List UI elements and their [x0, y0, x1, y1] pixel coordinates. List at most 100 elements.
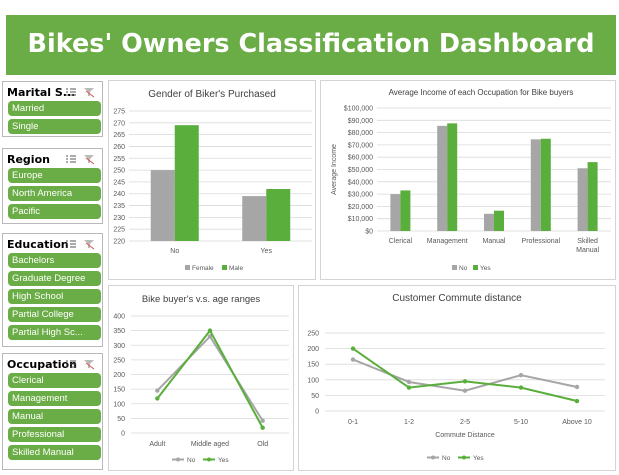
slicer-title: Region — [7, 153, 50, 166]
y-tick-label: $0 — [365, 229, 373, 236]
y-tick-label: 150 — [113, 387, 125, 394]
y-tick-label: 50 — [117, 416, 125, 423]
x-tick-label: Adult — [149, 441, 165, 448]
y-tick-label: 265 — [113, 132, 125, 139]
slicer-item-high-school[interactable]: High School — [8, 289, 101, 304]
bar-yes-skilled-manual — [587, 162, 598, 231]
gender-chart-panel: Gender of Biker's Purchased 220 225 230 235 2… — [108, 80, 316, 280]
x-tick-label: Manual — [483, 238, 506, 245]
legend-label: No — [187, 457, 196, 464]
x-tick-label: Yes — [261, 248, 273, 255]
y-tick-label: 0 — [121, 431, 125, 438]
slicer-item-skilled-manual[interactable]: Skilled Manual — [8, 445, 101, 460]
y-tick-label: 0 — [315, 409, 319, 416]
point-no — [574, 384, 580, 390]
x-axis-label: Commute Distance — [435, 432, 495, 439]
legend-swatch — [473, 265, 478, 270]
slicer-title: Education — [7, 238, 69, 251]
legend-label: Yes — [218, 457, 229, 464]
x-tick-label: 1-2 — [404, 419, 414, 426]
y-tick-label: 100 — [307, 377, 319, 384]
bar-no-professional — [530, 139, 541, 231]
slicer-item-europe[interactable]: Europe — [8, 168, 101, 183]
bar-yes-professional — [540, 138, 551, 231]
slicer-title: Occupation — [7, 358, 77, 371]
y-tick-label: $90,000 — [348, 118, 373, 125]
legend-label: Yes — [473, 455, 484, 462]
y-tick-label: $70,000 — [348, 142, 373, 149]
legend-marker — [462, 455, 466, 460]
x-tick-label: Middle aged — [191, 441, 229, 448]
x-tick-label: 2-5 — [460, 419, 470, 426]
bar-no-management — [437, 125, 448, 231]
slicer-item-bachelors[interactable]: Bachelors — [8, 253, 101, 268]
y-tick-label: 270 — [113, 120, 125, 127]
slicer-item-graduate-degree[interactable]: Graduate Degree — [8, 271, 101, 286]
slicer-item-pacific[interactable]: Pacific — [8, 204, 101, 219]
y-tick-label: 235 — [113, 203, 125, 210]
point-yes — [350, 346, 356, 351]
slicer-item-clerical[interactable]: Clerical — [8, 373, 101, 388]
bar-yes-manual — [494, 210, 504, 231]
multi-select-icon[interactable] — [64, 238, 96, 250]
slicer-item-partial-college[interactable]: Partial College — [8, 307, 101, 322]
bar-male-yes — [266, 189, 291, 241]
income-bar-chart: Average Income of each Occupation for Bi… — [331, 88, 611, 272]
bar-yes-clerical — [400, 190, 411, 231]
bar-female-yes — [242, 196, 267, 241]
legend-label: Male — [229, 265, 243, 272]
legend-label: Female — [192, 265, 214, 272]
commute-chart-panel: Customer Commute distance 0 50 100 150 200 250… — [298, 285, 616, 471]
y-tick-label: 100 — [113, 401, 125, 408]
slicer-item-manual[interactable]: Manual — [8, 409, 101, 424]
y-axis-label: Average Income — [331, 144, 338, 195]
point-no — [406, 379, 412, 385]
slicer-item-north-america[interactable]: North America — [8, 186, 101, 201]
series-line-yes — [352, 347, 578, 402]
chart-title: Customer Commute distance — [392, 293, 522, 304]
bar-male-no — [174, 125, 199, 241]
multi-select-icon[interactable] — [64, 153, 96, 165]
x-tick-label: 5-10 — [514, 419, 528, 426]
x-tick-label: No — [170, 248, 179, 255]
commute-line-chart: Customer Commute distance 0 50 100 150 200 250… — [307, 293, 605, 462]
multi-select-icon[interactable] — [64, 86, 96, 98]
chart-title: Bike buyer's v.s. age ranges — [142, 294, 261, 305]
slicer-item-married[interactable]: Married — [8, 101, 101, 116]
point-yes — [518, 385, 524, 390]
x-tick-label: Manual — [576, 247, 599, 254]
legend-marker — [431, 455, 435, 460]
slicer-item-management[interactable]: Management — [8, 391, 101, 406]
income-chart-panel: Average Income of each Occupation for Bi… — [320, 80, 616, 280]
y-tick-label: $40,000 — [348, 179, 373, 186]
y-tick-label: 250 — [113, 357, 125, 364]
slicer-item-single[interactable]: Single — [8, 119, 101, 134]
y-tick-label: 300 — [113, 343, 125, 350]
legend-swatch — [185, 265, 190, 270]
point-no — [462, 388, 468, 393]
legend-swatch — [452, 265, 457, 270]
point-yes — [260, 425, 265, 430]
bar-no-manual — [484, 213, 494, 231]
gender-bar-chart: Gender of Biker's Purchased 220 225 230 235 2… — [113, 89, 312, 272]
slicer-item-partial-high-sc[interactable]: Partial High Sc... — [8, 325, 101, 340]
y-tick-label: $80,000 — [348, 130, 373, 137]
x-tick-label: Above 10 — [562, 419, 592, 426]
dashboard-title: Bikes' Owners Classification Dashboard — [27, 29, 595, 59]
slicer-item-professional[interactable]: Professional — [8, 427, 101, 442]
point-no — [260, 418, 265, 423]
y-tick-label: $60,000 — [348, 155, 373, 162]
point-no — [518, 372, 524, 378]
y-tick-label: 240 — [113, 191, 125, 198]
point-no — [350, 357, 356, 362]
y-tick-label: 255 — [113, 156, 125, 163]
y-tick-label: 220 — [113, 239, 125, 246]
y-tick-label: $10,000 — [348, 216, 373, 223]
dashboard-header: Bikes' Owners Classification Dashboard — [6, 15, 616, 75]
x-tick-label: Old — [257, 441, 268, 448]
multi-select-icon[interactable] — [64, 358, 96, 370]
point-yes — [406, 385, 412, 390]
slicer-1: Region Europe North America Pacific — [2, 148, 103, 224]
slicer-2: Education Bachelors Graduate Degree High Sc… — [2, 233, 103, 347]
y-tick-label: $100,000 — [344, 106, 373, 113]
